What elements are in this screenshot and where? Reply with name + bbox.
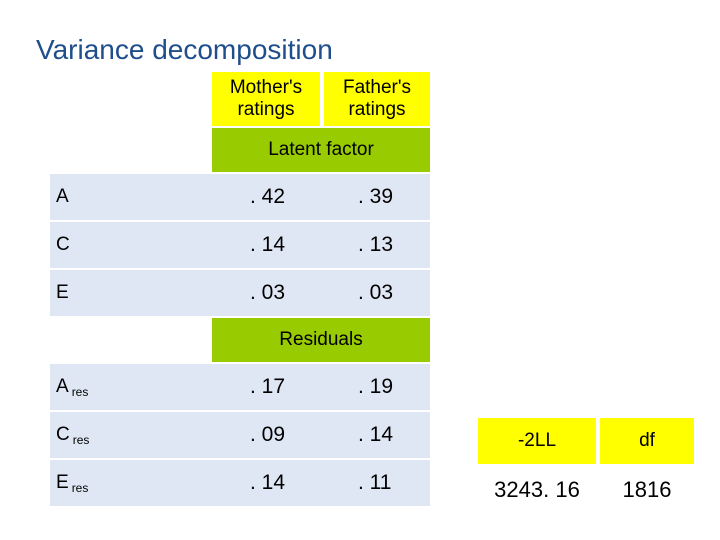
row-label-text: E — [56, 282, 69, 303]
value-e-mother: . 03 — [250, 281, 286, 304]
fit-value-df: 1816 — [622, 477, 672, 502]
value-a-res-mother: . 17 — [250, 375, 286, 398]
row-label-e: E — [50, 270, 210, 316]
section-header-latent-factor: Latent factor — [212, 128, 430, 172]
fit-header-neg2ll: -2LL — [478, 418, 596, 464]
value-e-res-father: . 11 — [358, 471, 392, 494]
row-label-subscript: res — [72, 433, 90, 447]
row-label-text: E — [56, 472, 69, 493]
value-c-res-father: . 14 — [358, 423, 394, 446]
row-label-text: A — [56, 186, 69, 207]
row-label-text: C — [56, 424, 70, 445]
row-label-text: A — [56, 376, 69, 397]
value-e-res-mother: . 14 — [250, 471, 286, 494]
row-label-text: C — [56, 234, 70, 255]
row-label-a: A — [50, 174, 210, 220]
value-a-father: . 39 — [358, 185, 394, 208]
column-header-mother: Mother's ratings — [212, 72, 320, 126]
row-label-subscript: res — [71, 481, 89, 495]
section-header-residuals: Residuals — [212, 318, 430, 362]
value-e-father: . 03 — [358, 281, 394, 304]
value-a-res-father: . 19 — [358, 375, 394, 398]
row-label-subscript: res — [71, 385, 89, 399]
value-c-res-mother: . 09 — [250, 423, 286, 446]
value-c-father: . 13 — [358, 233, 394, 256]
column-header-father: Father's ratings — [324, 72, 430, 126]
value-c-mother: . 14 — [250, 233, 286, 256]
fit-header-df: df — [600, 418, 694, 464]
row-label-c: C — [50, 222, 210, 268]
fit-value-neg2ll: 3243. 16 — [494, 477, 580, 502]
page-title: Variance decomposition — [36, 34, 333, 65]
value-a-mother: . 42 — [250, 185, 286, 208]
